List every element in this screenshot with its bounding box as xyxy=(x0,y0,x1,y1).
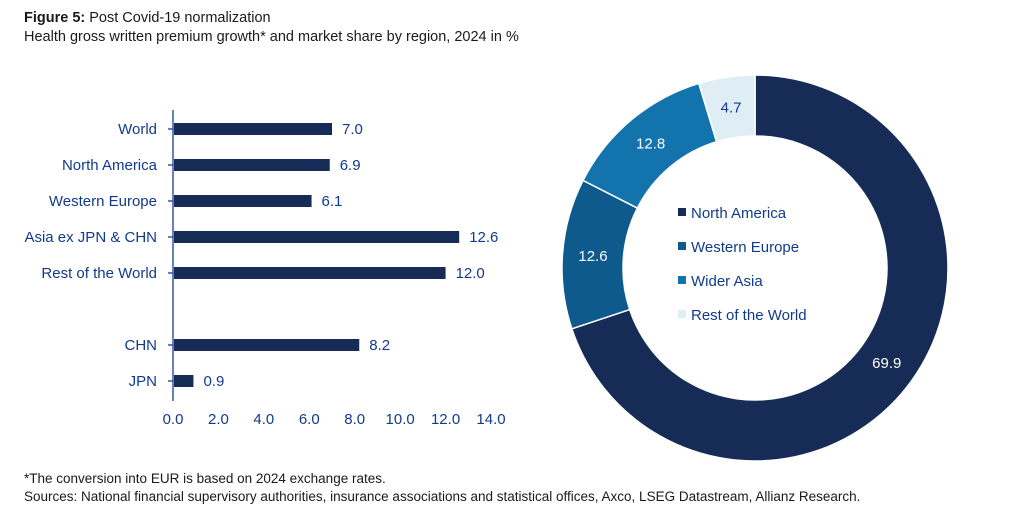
donut-value-north-america: 69.9 xyxy=(872,355,901,372)
bar-value-asia-ex-jpn-chn: 12.6 xyxy=(469,229,498,246)
legend-label-western-europe: Western Europe xyxy=(691,239,799,256)
legend-swatch-north-america xyxy=(678,208,686,216)
legend-label-rest-of-the-world: Rest of the World xyxy=(691,307,807,324)
bar-chn xyxy=(174,339,360,351)
bar-western-europe xyxy=(174,195,312,207)
bar-rest-of-the-world xyxy=(174,267,446,279)
legend-swatch-western-europe xyxy=(678,242,686,250)
legend-label-north-america: North America xyxy=(691,205,787,222)
figure-header: Figure 5: Post Covid-19 normalization He… xyxy=(24,9,519,47)
bar-value-north-america: 6.9 xyxy=(340,157,361,174)
bar-value-western-europe: 6.1 xyxy=(322,193,343,210)
x-tick-6: 12.0 xyxy=(431,411,460,428)
bar-category-chn: CHN xyxy=(125,337,158,354)
legend-swatch-rest-of-the-world xyxy=(678,310,686,318)
x-tick-3: 6.0 xyxy=(299,411,320,428)
bar-north-america xyxy=(174,159,330,171)
bar-jpn xyxy=(174,375,194,387)
legend-swatch-wider-asia xyxy=(678,276,686,284)
bar-category-asia-ex-jpn-chn: Asia ex JPN & CHN xyxy=(24,229,157,246)
x-tick-7: 14.0 xyxy=(476,411,505,428)
donut-value-western-europe: 12.6 xyxy=(578,248,607,265)
bar-world xyxy=(174,123,332,135)
bar-value-chn: 8.2 xyxy=(369,337,390,354)
figure-footer: *The conversion into EUR is based on 202… xyxy=(24,470,860,506)
x-tick-0: 0.0 xyxy=(163,411,184,428)
donut-slice-rest-of-the-world xyxy=(697,74,756,143)
bar-value-jpn: 0.9 xyxy=(203,373,224,390)
bar-category-western-europe: Western Europe xyxy=(49,193,157,210)
bar-category-world: World xyxy=(118,121,157,138)
donut-value-wider-asia: 12.8 xyxy=(636,135,665,152)
x-tick-2: 4.0 xyxy=(253,411,274,428)
bar-chart-growth: World 7.0 North America 6.9 Western Europe 6.… xyxy=(24,110,506,428)
figure-title: Post Covid-19 normalization xyxy=(89,10,271,26)
figure-label: Figure 5: xyxy=(24,10,86,26)
bar-value-world: 7.0 xyxy=(342,121,363,138)
bar-category-rest-of-the-world: Rest of the World xyxy=(41,265,157,282)
x-tick-5: 10.0 xyxy=(386,411,415,428)
bar-category-north-america: North America xyxy=(62,157,158,174)
footnote: *The conversion into EUR is based on 202… xyxy=(24,471,386,486)
x-tick-4: 8.0 xyxy=(344,411,365,428)
donut-chart-market-share: 69.9 12.6 12.8 4.7 North America Western Euro… xyxy=(561,74,949,462)
bar-asia-ex-jpn-chn xyxy=(174,231,460,243)
sources-note: Sources: National financial supervisory … xyxy=(24,489,861,504)
donut-slice-north-america xyxy=(570,74,949,462)
x-tick-1: 2.0 xyxy=(208,411,229,428)
donut-value-rest-of-the-world: 4.7 xyxy=(721,99,742,116)
bar-category-jpn: JPN xyxy=(129,373,157,390)
legend-label-wider-asia: Wider Asia xyxy=(691,273,763,290)
figure-subtitle: Health gross written premium growth* and… xyxy=(24,29,519,45)
figure-title-line: Figure 5: Post Covid-19 normalization xyxy=(24,9,519,28)
bar-value-rest-of-the-world: 12.0 xyxy=(456,265,485,282)
